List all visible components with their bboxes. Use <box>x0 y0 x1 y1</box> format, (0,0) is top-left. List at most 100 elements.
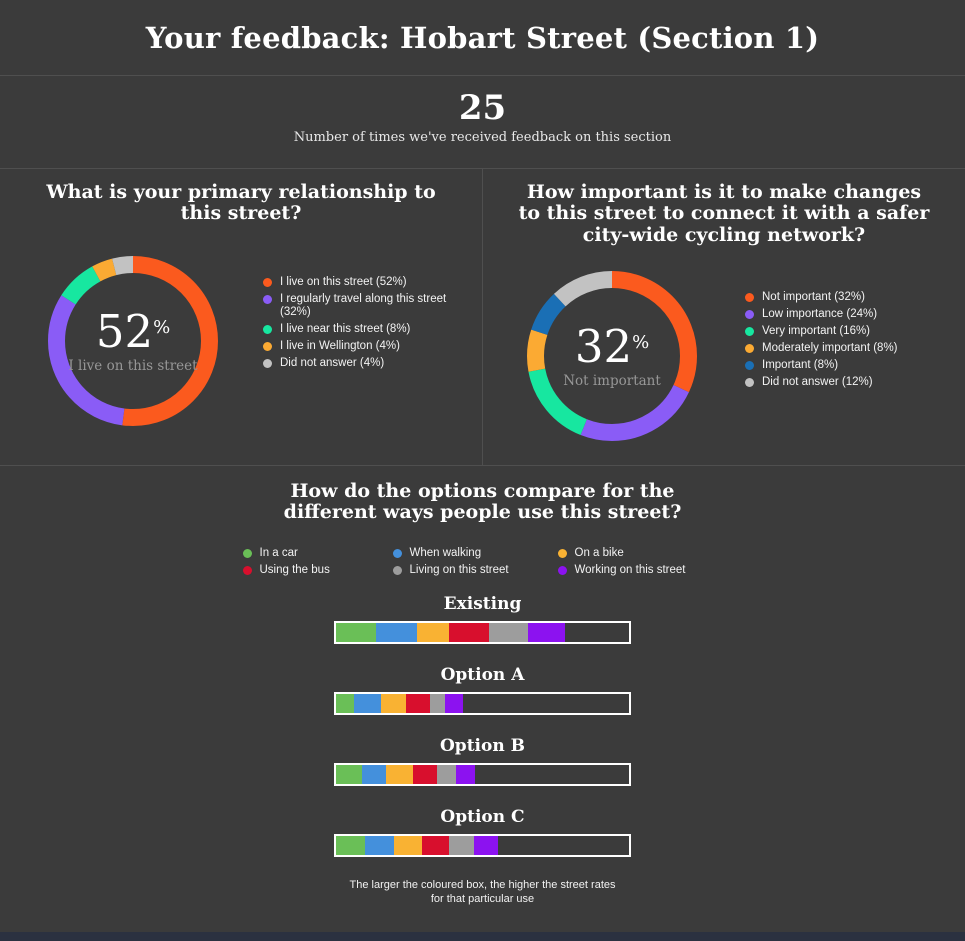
legend-item: Not important (32%) <box>745 291 960 304</box>
legend-label: On a bike <box>574 546 624 559</box>
importance-chart-legend: Not important (32%) Low importance (24%) V… <box>745 291 960 393</box>
bar-segment <box>421 835 449 855</box>
legend-dot <box>745 327 754 336</box>
bar-segment <box>336 764 362 784</box>
legend-dot <box>745 378 754 387</box>
report-header: Your feedback: Hobart Street (Section 1) <box>0 0 965 76</box>
legend-dot <box>392 548 402 558</box>
legend-dot <box>263 278 272 287</box>
legend-label: Important (8%) <box>762 359 839 371</box>
bar-segment <box>416 622 449 642</box>
bar-segment <box>528 622 565 642</box>
relationship-chart-title: What is your primary relationship to thi… <box>46 181 436 225</box>
bar-title: Option C <box>440 806 525 827</box>
importance-donut-ring <box>527 271 697 446</box>
donut-segment <box>527 271 697 441</box>
donut-segment <box>48 256 218 426</box>
legend-dot <box>242 548 252 558</box>
bar-segment <box>445 693 464 713</box>
legend-label: Did not answer (4%) <box>280 357 385 369</box>
legend-item: On a bike <box>557 546 723 560</box>
bar-segment <box>365 835 394 855</box>
legend-item: Important (8%) <box>745 359 960 372</box>
legend-item: Living on this street <box>392 563 558 577</box>
legend-dot <box>745 310 754 319</box>
bar-segment <box>437 764 457 784</box>
bar-segment <box>336 693 354 713</box>
donut-segment <box>527 271 697 441</box>
legend-item: I live on this street (52%) <box>263 276 478 289</box>
comparison-bar-groups: Existing Option A Option B Option C <box>0 594 965 857</box>
legend-item: Moderately important (8%) <box>745 342 960 355</box>
bar-segment <box>336 622 376 642</box>
legend-label: Low importance (24%) <box>762 308 878 320</box>
bar-segment <box>385 764 413 784</box>
feedback-count-section: 25 Number of times we've received feedba… <box>0 76 965 169</box>
legend-label: Working on this street <box>574 563 686 576</box>
bar-group: Option B <box>0 736 965 786</box>
legend-label: I live in Wellington (4%) <box>280 340 400 352</box>
importance-chart-title: How important is it to make changes to t… <box>518 181 930 246</box>
legend-dot <box>745 344 754 353</box>
legend-dot <box>263 342 272 351</box>
legend-label: Very important (16%) <box>762 325 871 337</box>
legend-dot <box>745 293 754 302</box>
bar-segment <box>430 693 446 713</box>
feedback-count-caption: Number of times we've received feedback … <box>293 129 672 145</box>
legend-item: Working on this street <box>557 563 723 577</box>
legend-item: Low importance (24%) <box>745 308 960 321</box>
bar-title: Option A <box>440 664 525 685</box>
bar-segment <box>375 622 417 642</box>
legend-dot <box>263 325 272 334</box>
legend-item: I live in Wellington (4%) <box>263 340 478 353</box>
legend-item: When walking <box>392 547 558 560</box>
bar-segment <box>448 835 475 855</box>
bar-group: Existing <box>0 594 965 644</box>
bar-title: Option B <box>440 735 525 756</box>
legend-dot <box>745 361 754 370</box>
legend-label: Moderately important (8%) <box>762 342 898 354</box>
stacked-bar <box>334 762 631 786</box>
legend-label: I live on this street (52%) <box>280 276 407 288</box>
relationship-donut-chart: 52% I live on this street <box>48 256 218 426</box>
bar-segment <box>456 764 475 784</box>
legend-item: Using the bus <box>242 564 393 577</box>
stacked-bar <box>334 620 631 644</box>
bar-segment <box>380 693 407 713</box>
legend-label: I live near this street (8%) <box>280 323 411 335</box>
relationship-chart-legend: I live on this street (52%) I regularly t… <box>263 276 478 374</box>
relationship-chart-panel: What is your primary relationship to thi… <box>0 169 482 465</box>
legend-dot <box>557 565 567 575</box>
options-comparison-section: How do the options compare for the diffe… <box>0 466 965 932</box>
legend-label: Living on this street <box>409 563 509 576</box>
legend-label: In a car <box>259 546 298 559</box>
stacked-bar <box>334 833 631 857</box>
legend-dot <box>242 565 252 575</box>
comparison-caption: The larger the coloured box, the higher … <box>349 878 616 906</box>
relationship-donut-ring <box>48 256 218 431</box>
legend-item: In a car <box>242 546 393 560</box>
legend-label: Did not answer (12%) <box>762 376 873 388</box>
stacked-bar <box>334 691 631 715</box>
bar-title: Existing <box>443 593 522 614</box>
bar-group: Option A <box>0 665 965 715</box>
legend-dot <box>263 295 272 304</box>
importance-chart-panel: How important is it to make changes to t… <box>482 169 965 465</box>
bottom-strip <box>0 932 965 941</box>
feedback-count-value: 25 <box>458 88 507 128</box>
bar-segment <box>353 693 381 713</box>
legend-dot <box>392 565 402 575</box>
bar-segment <box>393 835 422 855</box>
comparison-title: How do the options compare for the diffe… <box>283 480 682 524</box>
bar-segment <box>412 764 438 784</box>
page-title: Your feedback: Hobart Street (Section 1) <box>145 20 820 55</box>
legend-label: I regularly travel along this street (32… <box>280 293 447 318</box>
bar-segment <box>448 622 489 642</box>
legend-dot <box>557 548 567 558</box>
bar-segment <box>488 622 529 642</box>
legend-label: Not important (32%) <box>762 291 865 303</box>
bar-segment <box>361 764 386 784</box>
donut-segment <box>527 271 697 441</box>
donut-segment <box>48 256 218 426</box>
